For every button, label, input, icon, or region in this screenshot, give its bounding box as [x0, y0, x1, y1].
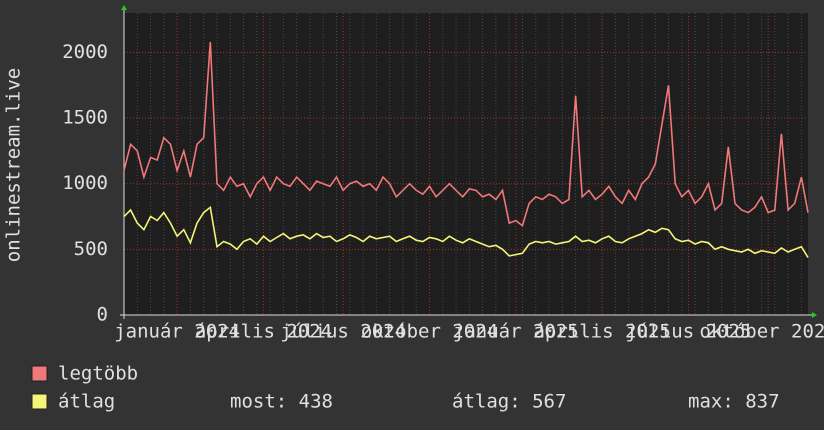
- legend-swatch: [31, 393, 48, 410]
- legend-stat: átlag: 567: [452, 391, 566, 413]
- legend-stat: max: 837: [688, 391, 780, 413]
- legend-swatch: [31, 365, 48, 382]
- x-tick-label: július 2025: [626, 321, 752, 343]
- legend-label: legtöbb: [58, 363, 138, 385]
- axis-arrow: [121, 5, 127, 10]
- y-tick-label: 1000: [62, 172, 108, 194]
- series-line: [123, 41, 809, 228]
- y-tick-label: 0: [97, 304, 108, 326]
- y-tick-label: 2000: [62, 41, 108, 63]
- y-axis-label: onlinestream.live: [3, 68, 25, 262]
- series-line: [123, 205, 809, 258]
- x-tick-label: január 2025: [453, 321, 579, 343]
- y-tick-label: 500: [74, 238, 108, 260]
- y-tick-label: 1500: [62, 107, 108, 129]
- plot-area: [124, 13, 808, 315]
- x-tick-label: január 2024: [114, 321, 240, 343]
- legend-label: átlag: [58, 391, 115, 413]
- x-tick-label: július 2024: [280, 321, 406, 343]
- legend-stat: most: 438: [230, 391, 333, 413]
- x-tick-label: október 2024: [361, 321, 498, 343]
- axis-arrow: [812, 312, 817, 318]
- x-tick-label: október 2025: [700, 321, 824, 343]
- x-tick-label: április 2025: [533, 321, 670, 343]
- x-tick-label: április 2024: [195, 321, 332, 343]
